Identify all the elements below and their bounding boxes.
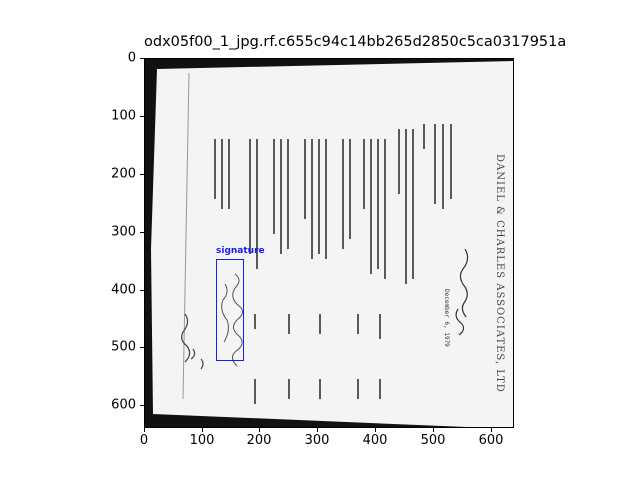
y-tick-label: 100 <box>111 108 136 124</box>
document-image: DANIEL & CHARLES ASSOCIATES, LTD Decembe… <box>151 61 513 427</box>
y-tick-label: 600 <box>111 397 136 413</box>
x-tick-label: 200 <box>246 433 272 448</box>
y-tick-label: 300 <box>111 224 136 240</box>
y-tick-mark <box>140 290 144 291</box>
signature-bounding-box <box>216 259 244 361</box>
x-tick-label: 500 <box>420 433 446 448</box>
y-tick-mark <box>140 58 144 59</box>
figures-column <box>254 314 381 404</box>
x-tick-mark <box>202 428 203 432</box>
x-tick-mark <box>259 428 260 432</box>
svg-text:DANIEL & CHARLES ASSOCIATES, L: DANIEL & CHARLES ASSOCIATES, LTD <box>494 154 505 393</box>
y-tick-mark <box>140 405 144 406</box>
plot-title: odx05f00_1_jpg.rf.c655c94c14bb265d2850c5… <box>144 34 567 50</box>
document-paper <box>151 61 513 427</box>
y-tick-mark <box>140 116 144 117</box>
y-tick-label: 500 <box>111 339 136 355</box>
signature-scribble <box>221 273 243 367</box>
x-tick-label: 300 <box>304 433 330 448</box>
y-tick-mark <box>140 347 144 348</box>
y-tick-label: 400 <box>111 282 136 298</box>
annotation-label: signature <box>216 246 265 256</box>
x-tick-mark <box>433 428 434 432</box>
y-tick-label: 0 <box>127 50 136 66</box>
image-frame: DANIEL & CHARLES ASSOCIATES, LTD Decembe… <box>144 58 514 428</box>
x-tick-label: 0 <box>139 433 149 448</box>
svg-text:December 6, 1979: December 6, 1979 <box>443 289 450 347</box>
x-tick-mark <box>491 428 492 432</box>
handwriting-top <box>455 248 469 336</box>
x-tick-mark <box>317 428 318 432</box>
y-tick-mark <box>140 174 144 175</box>
x-tick-mark <box>144 428 145 432</box>
y-tick-mark <box>140 232 144 233</box>
x-tick-label: 600 <box>478 433 504 448</box>
letterhead-text: DANIEL & CHARLES ASSOCIATES, LTD <box>494 154 505 393</box>
x-tick-mark <box>375 428 376 432</box>
x-tick-label: 100 <box>189 433 215 448</box>
date-line: December 6, 1979 <box>443 289 450 347</box>
x-tick-label: 400 <box>362 433 388 448</box>
handwriting-bottom <box>181 313 204 370</box>
fold-line <box>182 72 190 400</box>
y-tick-label: 200 <box>111 166 136 182</box>
letter-body <box>214 124 452 284</box>
